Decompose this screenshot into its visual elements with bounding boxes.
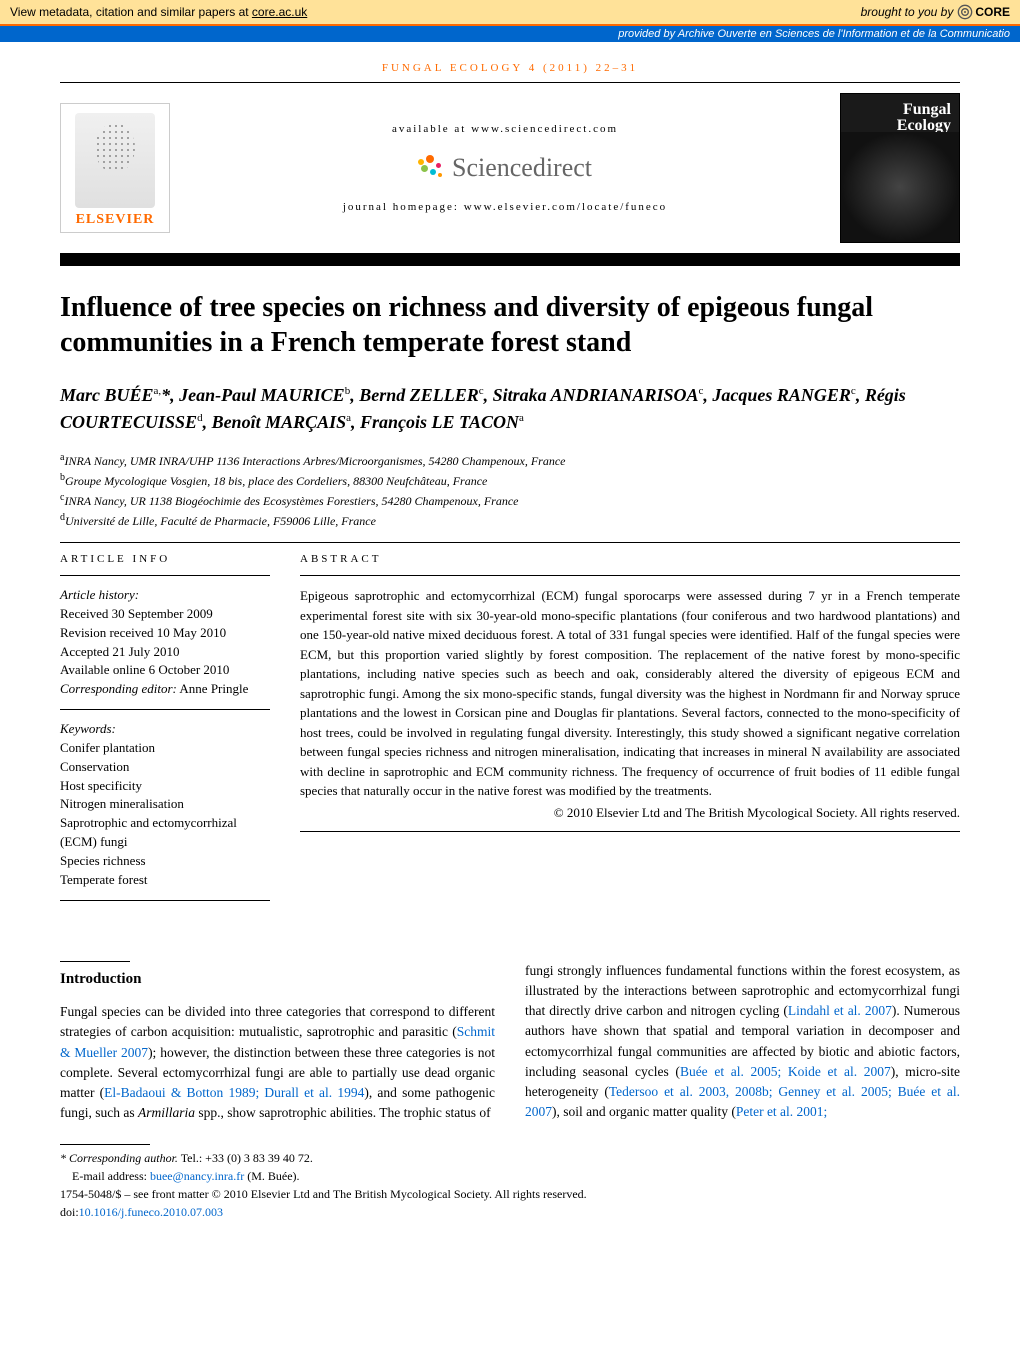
citation-link[interactable]: El-Badaoui & Botton 1989; Durall et al. …	[104, 1085, 364, 1100]
keyword: Temperate forest	[60, 871, 270, 890]
affiliation-line: aINRA Nancy, UMR INRA/UHP 1136 Interacti…	[60, 450, 960, 470]
email-suffix: (M. Buée).	[244, 1169, 299, 1183]
cover-title-1: Fungal	[897, 102, 951, 118]
doi-line: doi:10.1016/j.funeco.2010.07.003	[60, 1203, 960, 1221]
received-date: Received 30 September 2009	[60, 605, 270, 624]
keyword: Nitrogen mineralisation	[60, 795, 270, 814]
core-swirl-icon	[957, 4, 973, 20]
info-abstract-row: ARTICLE INFO Article history: Received 3…	[60, 553, 960, 911]
revision-date: Revision received 10 May 2010	[60, 624, 270, 643]
intro-para-2: fungi strongly influences fundamental fu…	[525, 961, 960, 1123]
affiliation-line: bGroupe Mycologique Vosgien, 18 bis, pla…	[60, 470, 960, 490]
keyword: Conifer plantation	[60, 739, 270, 758]
abstract-text: Epigeous saprotrophic and ectomycorrhiza…	[300, 586, 960, 801]
online-date: Available online 6 October 2010	[60, 661, 270, 680]
archive-prefix: provided by	[618, 28, 678, 40]
body-columns: Introduction Fungal species can be divid…	[60, 961, 960, 1124]
footnotes: * Corresponding author. Tel.: +33 (0) 3 …	[60, 1144, 960, 1221]
citation-link[interactable]: Lindahl et al. 2007	[788, 1003, 892, 1018]
affiliations: aINRA Nancy, UMR INRA/UHP 1136 Interacti…	[60, 450, 960, 530]
citation-link[interactable]: Buée et al. 2005; Koide et al. 2007	[680, 1064, 891, 1079]
issn-line: 1754-5048/$ – see front matter © 2010 El…	[60, 1185, 960, 1203]
sciencedirect-text: Sciencedirect	[452, 153, 592, 183]
core-logo[interactable]: CORE	[957, 4, 1010, 20]
core-right-prefix: brought to you by	[861, 5, 954, 19]
corresponding-author: * Corresponding author. Tel.: +33 (0) 3 …	[60, 1149, 960, 1167]
elsevier-logo[interactable]: ELSEVIER	[60, 103, 170, 233]
journal-header: ELSEVIER available at www.sciencedirect.…	[60, 82, 960, 254]
core-link[interactable]: core.ac.uk	[252, 5, 307, 19]
citation-link[interactable]: Peter et al. 2001;	[736, 1104, 827, 1119]
t: ), soil and organic matter quality (	[552, 1104, 736, 1119]
journal-citation-line: FUNGAL ECOLOGY 4 (2011) 22–31	[60, 62, 960, 74]
divider	[60, 575, 270, 576]
abstract-heading: ABSTRACT	[300, 553, 960, 565]
cover-image	[841, 132, 959, 242]
email-link[interactable]: buee@nancy.inra.fr	[150, 1169, 244, 1183]
core-left: View metadata, citation and similar pape…	[10, 5, 307, 19]
email-line: E-mail address: buee@nancy.inra.fr (M. B…	[60, 1167, 960, 1185]
thick-divider	[60, 254, 960, 266]
divider	[60, 709, 270, 710]
divider	[60, 542, 960, 543]
archive-banner: provided by Archive Ouverte en Sciences …	[0, 26, 1020, 42]
doi-label: doi:	[60, 1205, 79, 1219]
body-col-left: Introduction Fungal species can be divid…	[60, 961, 495, 1124]
homepage-line: journal homepage: www.elsevier.com/locat…	[190, 201, 820, 213]
elsevier-text: ELSEVIER	[76, 212, 155, 228]
page-content: FUNGAL ECOLOGY 4 (2011) 22–31 ELSEVIER a…	[0, 42, 1020, 1261]
abstract-column: ABSTRACT Epigeous saprotrophic and ectom…	[300, 553, 960, 911]
keyword: Host specificity	[60, 777, 270, 796]
sciencedirect-logo[interactable]: Sciencedirect	[190, 153, 820, 183]
divider	[60, 900, 270, 901]
footnote-rule	[60, 1144, 150, 1145]
cover-title: Fungal Ecology	[897, 102, 951, 134]
corr-tel: Tel.: +33 (0) 3 83 39 40 72.	[178, 1151, 313, 1165]
article-info-column: ARTICLE INFO Article history: Received 3…	[60, 553, 270, 911]
affiliation-line: cINRA Nancy, UR 1138 Biogéochimie des Ec…	[60, 490, 960, 510]
header-center: available at www.sciencedirect.com Scien…	[190, 123, 820, 213]
doi-link[interactable]: 10.1016/j.funeco.2010.07.003	[79, 1205, 223, 1219]
body-col-right: fungi strongly influences fundamental fu…	[525, 961, 960, 1124]
keywords-block: Keywords: Conifer plantationConservation…	[60, 720, 270, 890]
intro-para-1: Fungal species can be divided into three…	[60, 1002, 495, 1124]
history-label: Article history:	[60, 586, 270, 605]
email-label: E-mail address:	[72, 1169, 150, 1183]
corr-label: * Corresponding author.	[60, 1151, 178, 1165]
keyword: Conservation	[60, 758, 270, 777]
editor-name: Anne Pringle	[177, 681, 249, 696]
available-at-line: available at www.sciencedirect.com	[190, 123, 820, 135]
article-history: Article history: Received 30 September 2…	[60, 586, 270, 699]
core-right: brought to you by CORE	[861, 4, 1010, 20]
keywords-label: Keywords:	[60, 720, 270, 739]
accepted-date: Accepted 21 July 2010	[60, 643, 270, 662]
keyword: Species richness	[60, 852, 270, 871]
archive-source[interactable]: Archive Ouverte en Sciences de l'Informa…	[678, 28, 1010, 40]
intro-heading: Introduction	[60, 968, 495, 991]
sciencedirect-icon	[418, 155, 444, 181]
core-banner: View metadata, citation and similar pape…	[0, 0, 1020, 26]
journal-cover[interactable]: Fungal Ecology	[840, 93, 960, 243]
keyword: Saprotrophic and ectomycorrhizal (ECM) f…	[60, 814, 270, 852]
elsevier-tree-icon	[75, 113, 155, 208]
article-info-heading: ARTICLE INFO	[60, 553, 270, 565]
species-italic: Armillaria	[138, 1105, 195, 1120]
article-title: Influence of tree species on richness an…	[60, 290, 960, 360]
authors-line: Marc BUÉEa,*, Jean-Paul MAURICEb, Bernd …	[60, 382, 960, 436]
editor-line: Corresponding editor: Anne Pringle	[60, 680, 270, 699]
core-left-text: View metadata, citation and similar pape…	[10, 5, 252, 19]
divider	[300, 575, 960, 576]
core-brand-text: CORE	[975, 5, 1010, 19]
section-rule	[60, 961, 130, 962]
editor-label: Corresponding editor:	[60, 681, 177, 696]
t: Fungal species can be divided into three…	[60, 1004, 495, 1039]
abstract-copyright: © 2010 Elsevier Ltd and The British Myco…	[300, 805, 960, 821]
affiliation-line: dUniversité de Lille, Faculté de Pharmac…	[60, 510, 960, 530]
t: spp., show saprotrophic abilities. The t…	[195, 1105, 491, 1120]
divider	[300, 831, 960, 832]
